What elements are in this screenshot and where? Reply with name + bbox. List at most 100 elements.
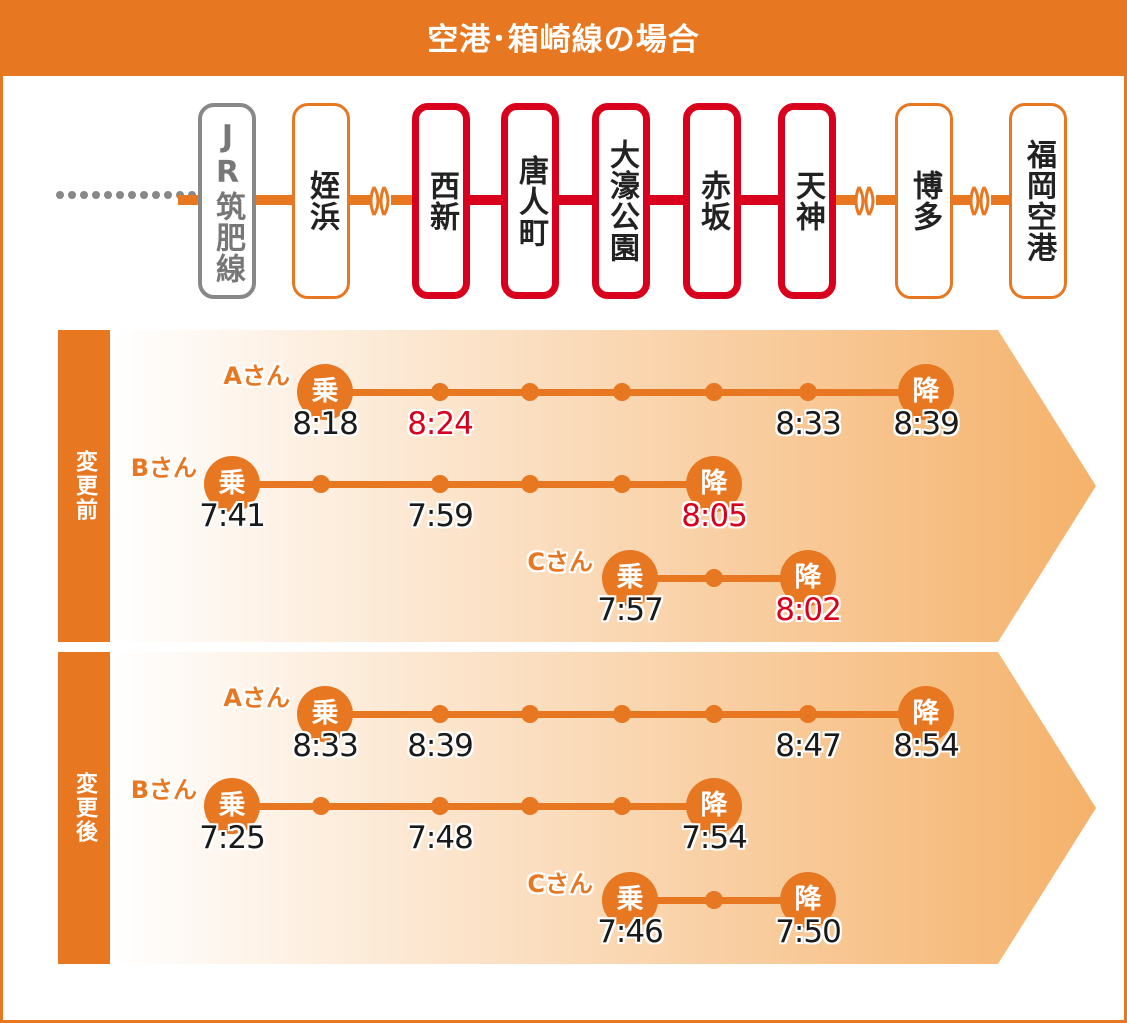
alight-marker: 降 bbox=[780, 550, 836, 606]
alight-marker: 降 bbox=[686, 456, 742, 512]
alight-marker: 降 bbox=[898, 364, 954, 420]
station-box: 大濠公園 bbox=[592, 103, 650, 299]
rider-name: Cさん bbox=[527, 548, 593, 576]
station-dot bbox=[613, 705, 631, 723]
route-segment bbox=[236, 195, 292, 205]
departure-time: 8:33 bbox=[292, 728, 359, 764]
timetable-panel: 変更前乗 8:18 8:24 8:33 降 8:39 Aさん乗 7:41 7:59 降 8:05 Bさ… bbox=[58, 330, 1098, 642]
departure-time: 8:39 bbox=[893, 406, 960, 442]
feeder-dot bbox=[104, 191, 112, 199]
station-box: 唐人町 bbox=[501, 103, 559, 299]
page-title: 空港･箱崎線の場合 bbox=[0, 0, 1127, 76]
station-dot bbox=[312, 475, 330, 493]
feeder-dot bbox=[140, 191, 148, 199]
feeder-dot bbox=[80, 191, 88, 199]
rider-name: Cさん bbox=[527, 870, 593, 898]
station-dot bbox=[521, 797, 539, 815]
station-dot bbox=[431, 383, 449, 401]
route-segment bbox=[741, 195, 778, 205]
panel-label: 変更後 bbox=[58, 652, 110, 964]
departure-time: 7:48 bbox=[407, 820, 474, 856]
rider-name: Aさん bbox=[223, 362, 290, 390]
departure-time: 7:46 bbox=[597, 914, 664, 950]
station-name: JR筑肥線 bbox=[210, 118, 245, 284]
station-dot bbox=[705, 891, 723, 909]
departure-time: 7:59 bbox=[407, 498, 474, 534]
station-dot bbox=[431, 705, 449, 723]
ride-line bbox=[232, 803, 714, 810]
departure-time: 7:57 bbox=[597, 592, 664, 628]
rider-name: Aさん bbox=[223, 684, 290, 712]
station-box: 西新 bbox=[412, 103, 470, 299]
route-segment bbox=[178, 195, 198, 205]
route-segment bbox=[470, 195, 501, 205]
departure-time: 7:41 bbox=[199, 498, 266, 534]
station-dot bbox=[613, 797, 631, 815]
feeder-dot bbox=[164, 191, 172, 199]
station-dot bbox=[431, 797, 449, 815]
station-name: 姪浜 bbox=[304, 170, 339, 232]
section-break-mark bbox=[854, 181, 876, 221]
station-name: 福岡空港 bbox=[1021, 139, 1056, 263]
panel-label: 変更前 bbox=[58, 330, 110, 642]
ride-line bbox=[232, 481, 714, 488]
route-segment bbox=[559, 195, 592, 205]
station-name: 博多 bbox=[907, 170, 942, 232]
board-marker: 乗 bbox=[602, 872, 658, 928]
section-break-mark bbox=[969, 181, 991, 221]
station-dot bbox=[799, 383, 817, 401]
departure-time: 7:54 bbox=[681, 820, 748, 856]
station-dot bbox=[705, 383, 723, 401]
departure-time: 8:05 bbox=[681, 498, 748, 534]
station-box: JR筑肥線 bbox=[198, 103, 256, 299]
station-dot bbox=[799, 705, 817, 723]
departure-time: 8:47 bbox=[775, 728, 842, 764]
station-dot bbox=[521, 475, 539, 493]
feeder-dot bbox=[128, 191, 136, 199]
alight-marker: 降 bbox=[780, 872, 836, 928]
departure-time: 8:33 bbox=[775, 406, 842, 442]
station-dot bbox=[521, 705, 539, 723]
station-box: 福岡空港 bbox=[1009, 103, 1067, 299]
station-dot bbox=[613, 475, 631, 493]
station-box: 赤坂 bbox=[683, 103, 741, 299]
departure-time: 8:39 bbox=[407, 728, 474, 764]
feeder-dot bbox=[68, 191, 76, 199]
route-segment bbox=[650, 195, 683, 205]
departure-time: 8:24 bbox=[407, 406, 474, 442]
rider-area: 乗 8:18 8:24 8:33 降 8:39 Aさん乗 7:41 7:59 降 8:05 Bさん乗 7… bbox=[58, 330, 1098, 642]
station-dot bbox=[705, 569, 723, 587]
rider-name: Bさん bbox=[130, 776, 197, 804]
station-dot bbox=[521, 383, 539, 401]
alight-marker: 降 bbox=[686, 778, 742, 834]
station-name: 唐人町 bbox=[513, 154, 548, 248]
station-box: 姪浜 bbox=[292, 103, 350, 299]
alight-marker: 降 bbox=[898, 686, 954, 742]
station-dot bbox=[312, 797, 330, 815]
rider-name: Bさん bbox=[130, 454, 197, 482]
station-name: 天神 bbox=[790, 170, 825, 232]
feeder-dot bbox=[116, 191, 124, 199]
rider-area: 乗 8:33 8:39 8:47 降 8:54 Aさん乗 7:25 7:48 降 7:54 Bさん乗 7… bbox=[58, 652, 1098, 964]
departure-time: 7:25 bbox=[199, 820, 266, 856]
feeder-dot bbox=[92, 191, 100, 199]
board-marker: 乗 bbox=[602, 550, 658, 606]
board-marker: 乗 bbox=[204, 456, 260, 512]
station-name: 西新 bbox=[424, 170, 459, 232]
departure-time: 8:18 bbox=[292, 406, 359, 442]
station-box: 博多 bbox=[895, 103, 953, 299]
station-dot bbox=[613, 383, 631, 401]
route-diagram: JR筑肥線 姪浜 西新 唐人町 大濠公園 赤坂 天神 博多 福岡空港 bbox=[40, 103, 1100, 303]
departure-time: 8:02 bbox=[775, 592, 842, 628]
station-name: 赤坂 bbox=[695, 170, 730, 232]
board-marker: 乗 bbox=[204, 778, 260, 834]
board-marker: 乗 bbox=[297, 686, 353, 742]
timetable-panel: 変更後乗 8:33 8:39 8:47 降 8:54 Aさん乗 7:25 7:48 降 7:54 Bさ… bbox=[58, 652, 1098, 964]
departure-time: 7:50 bbox=[775, 914, 842, 950]
feeder-dot bbox=[152, 191, 160, 199]
feeder-dot bbox=[56, 191, 64, 199]
station-box: 天神 bbox=[778, 103, 836, 299]
station-name: 大濠公園 bbox=[604, 139, 639, 263]
board-marker: 乗 bbox=[297, 364, 353, 420]
